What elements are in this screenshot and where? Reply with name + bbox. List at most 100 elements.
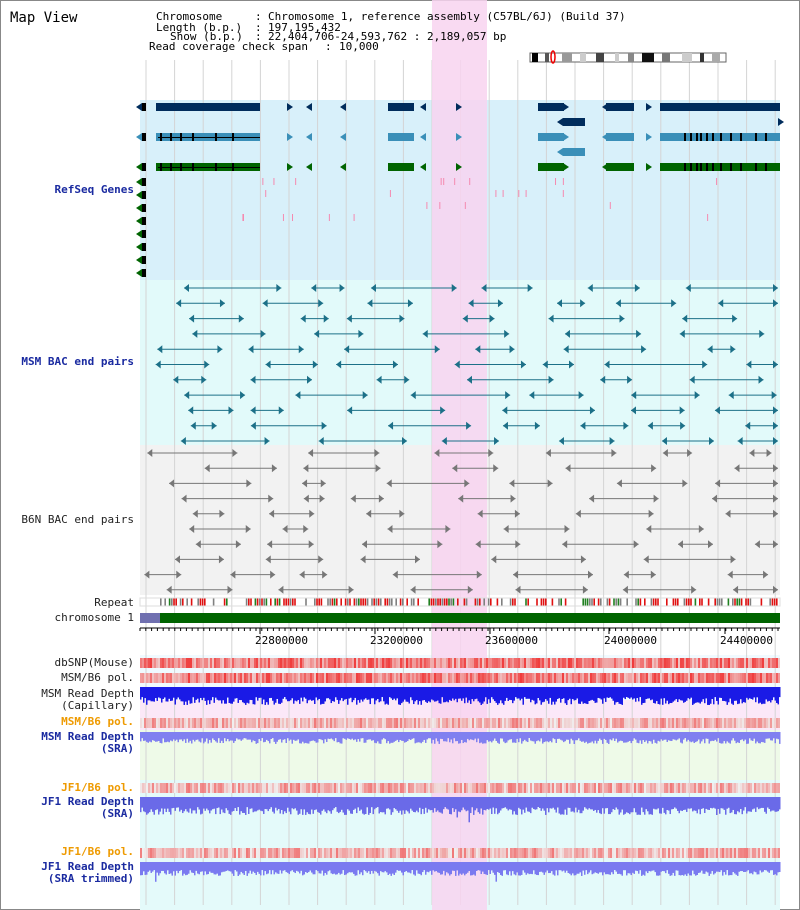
polymorphism-mark xyxy=(718,658,720,668)
polymorphism-mark xyxy=(692,848,694,858)
read-depth-bar xyxy=(495,797,497,809)
polymorphism-mark xyxy=(636,673,638,683)
read-depth-bar xyxy=(710,862,712,874)
read-depth-bar xyxy=(638,862,640,874)
read-depth-bar xyxy=(552,687,554,702)
read-depth-bar xyxy=(402,797,404,811)
polymorphism-mark xyxy=(256,848,258,858)
read-depth-bar xyxy=(206,732,208,739)
polymorphism-mark xyxy=(142,848,144,858)
polymorphism-mark xyxy=(302,718,304,728)
read-depth-bar xyxy=(362,797,364,814)
read-depth-bar xyxy=(543,732,545,743)
polymorphism-mark xyxy=(748,848,750,858)
read-depth-bar xyxy=(647,862,649,874)
read-depth-bar xyxy=(743,862,745,872)
polymorphism-mark xyxy=(698,658,700,668)
polymorphism-mark xyxy=(678,673,680,683)
track-label-b6n-bac[interactable]: B6N BAC end pairs xyxy=(21,513,134,526)
read-depth-bar xyxy=(750,687,752,700)
polymorphism-mark xyxy=(508,718,510,728)
polymorphism-mark xyxy=(474,658,476,668)
polymorphism-mark xyxy=(558,673,560,683)
polymorphism-mark xyxy=(404,673,406,683)
read-depth-bar xyxy=(204,862,206,872)
polymorphism-mark xyxy=(554,848,556,858)
read-depth-bar xyxy=(702,732,704,740)
polymorphism-mark xyxy=(176,783,178,793)
read-depth-bar xyxy=(377,862,379,874)
bac-end xyxy=(636,329,642,338)
polymorphism-mark xyxy=(154,848,156,858)
polymorphism-mark xyxy=(284,783,286,793)
read-depth-bar xyxy=(699,732,701,744)
track-label-refseq[interactable]: RefSeq Genes xyxy=(54,183,134,196)
read-depth-bar xyxy=(452,732,454,744)
read-depth-bar xyxy=(692,732,694,742)
read-depth-bar xyxy=(611,732,613,741)
read-depth-bar xyxy=(261,862,263,871)
read-depth-bar xyxy=(482,797,484,815)
polymorphism-mark xyxy=(564,783,566,793)
read-depth-bar xyxy=(518,732,520,743)
read-depth-bar xyxy=(731,797,733,813)
read-depth-bar xyxy=(527,862,529,874)
polymorphism-mark xyxy=(706,718,708,728)
read-depth-bar xyxy=(558,797,560,814)
read-depth-bar xyxy=(678,687,680,700)
polymorphism-mark xyxy=(702,783,704,793)
polymorphism-mark xyxy=(296,848,298,858)
polymorphism-mark xyxy=(738,658,740,668)
polymorphism-mark xyxy=(768,718,770,728)
read-depth-bar xyxy=(446,687,448,702)
polymorphism-mark xyxy=(662,783,664,793)
polymorphism-mark xyxy=(722,718,724,728)
read-depth-bar xyxy=(594,732,596,741)
read-depth-bar xyxy=(714,687,716,698)
polymorphism-mark xyxy=(688,718,690,728)
exon xyxy=(192,163,194,171)
read-depth-bar xyxy=(435,687,437,702)
polymorphism-mark xyxy=(762,848,764,858)
read-depth-bar xyxy=(335,687,337,698)
read-depth-bar xyxy=(383,687,385,702)
bac-end xyxy=(730,555,736,564)
read-depth-bar xyxy=(372,862,374,874)
polymorphism-mark xyxy=(246,658,248,668)
polymorphism-mark xyxy=(270,783,272,793)
read-depth-bar xyxy=(390,797,392,815)
repeat-mark xyxy=(476,598,479,606)
read-depth-bar xyxy=(219,687,221,701)
read-depth-bar xyxy=(624,732,626,743)
polymorphism-mark xyxy=(328,673,330,683)
polymorphism-mark xyxy=(524,658,526,668)
read-depth-bar xyxy=(732,687,734,705)
bac-end xyxy=(734,464,740,473)
polymorphism-mark xyxy=(486,848,488,858)
read-depth-bar xyxy=(165,797,167,813)
polymorphism-mark xyxy=(438,673,440,683)
read-depth-bar xyxy=(630,797,632,813)
read-depth-bar xyxy=(453,687,455,701)
polymorphism-mark xyxy=(384,673,386,683)
read-depth-bar xyxy=(506,797,508,809)
polymorphism-mark xyxy=(604,848,606,858)
polymorphism-mark xyxy=(342,718,344,728)
read-depth-bar xyxy=(306,862,308,873)
read-depth-bar xyxy=(510,862,512,876)
polymorphism-mark xyxy=(306,673,308,683)
read-depth-bar xyxy=(308,687,310,701)
read-depth-bar xyxy=(405,862,407,871)
polymorphism-mark xyxy=(606,718,608,728)
read-depth-bar xyxy=(299,862,301,874)
read-depth-bar xyxy=(593,862,595,874)
track-label-msm-bac[interactable]: MSM BAC end pairs xyxy=(21,355,134,368)
read-depth-bar xyxy=(269,797,271,810)
repeat-mark xyxy=(771,598,774,606)
read-depth-bar xyxy=(693,862,695,875)
polymorphism-mark xyxy=(612,673,614,683)
polymorphism-mark xyxy=(706,848,708,858)
read-depth-bar xyxy=(767,732,769,739)
polymorphism-mark xyxy=(548,848,550,858)
